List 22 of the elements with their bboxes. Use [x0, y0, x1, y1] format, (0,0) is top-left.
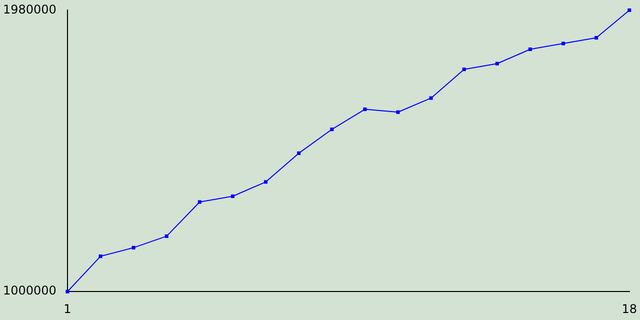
- point: [297, 151, 301, 155]
- point: [396, 110, 400, 114]
- point: [429, 96, 433, 100]
- point: [198, 200, 202, 204]
- point: [98, 254, 102, 258]
- point: [594, 36, 598, 40]
- point: [495, 62, 499, 66]
- point: [66, 290, 70, 294]
- y-tick-label: 1000000: [2, 284, 56, 298]
- point: [230, 194, 234, 198]
- point: [164, 234, 168, 238]
- point: [561, 42, 566, 46]
- x-tick-label: 1: [64, 302, 72, 316]
- point: [628, 8, 632, 12]
- y-tick-label: 1980000: [2, 2, 56, 16]
- point: [330, 128, 334, 132]
- point: [363, 107, 367, 112]
- point: [132, 246, 136, 250]
- point: [462, 68, 466, 72]
- point: [528, 47, 532, 52]
- point: [264, 180, 268, 184]
- x-tick-label: 18: [622, 302, 638, 316]
